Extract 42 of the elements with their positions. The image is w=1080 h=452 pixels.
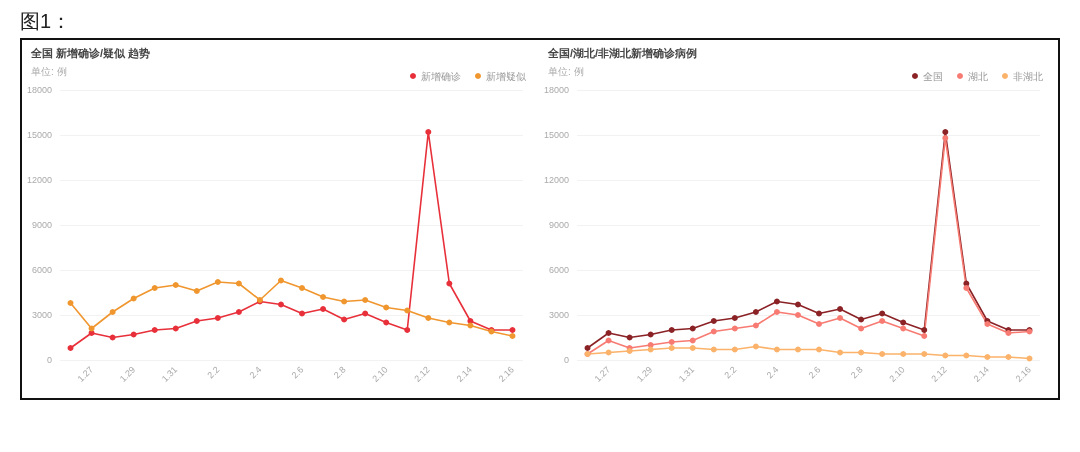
y-tick-label: 0 — [563, 355, 569, 365]
y-tick-label: 18000 — [543, 85, 569, 95]
x-tick-label: 2.16 — [496, 364, 517, 384]
y-tick-label: 18000 — [26, 85, 52, 95]
legend-label: 新增确诊 — [421, 70, 461, 82]
chart-title: 全国 新增确诊/疑似 趋势 — [30, 46, 151, 59]
y-tick-label: 6000 — [31, 265, 52, 275]
legend-label: 非湖北 — [1013, 70, 1043, 82]
chart-subtitle: 单位: 例 — [548, 65, 584, 77]
y-tick-label: 3000 — [31, 310, 52, 320]
y-tick-label: 15000 — [543, 130, 569, 140]
x-tick-label: 2.2 — [722, 364, 739, 381]
y-tick-label: 12000 — [543, 175, 569, 185]
y-tick-label: 6000 — [548, 265, 569, 275]
caption: 图1： — [20, 9, 73, 34]
x-tick-label: 2.6 — [806, 364, 823, 381]
x-tick-label: 2.14 — [454, 364, 474, 384]
chart-title: 全国/湖北/非湖北新增确诊病例 — [547, 46, 698, 59]
x-tick-label: 2.16 — [1013, 364, 1034, 384]
x-tick-label: 1.29 — [634, 364, 655, 384]
x-tick-label: 2.2 — [205, 364, 222, 381]
x-tick-label: 1.31 — [159, 364, 180, 384]
y-tick-label: 15000 — [26, 130, 52, 140]
y-tick-label: 12000 — [26, 175, 52, 185]
y-tick-label: 9000 — [548, 220, 569, 230]
x-tick-label: 2.8 — [331, 364, 348, 381]
legend-label: 新增疑似 — [486, 70, 526, 82]
x-tick-label: 1.31 — [676, 364, 697, 384]
x-tick-label: 2.4 — [247, 364, 264, 381]
chart-subtitle: 单位: 例 — [31, 65, 67, 77]
x-tick-label: 2.14 — [971, 364, 991, 384]
y-tick-label: 0 — [46, 355, 52, 365]
x-tick-label: 2.10 — [887, 364, 907, 384]
x-tick-label: 2.6 — [289, 364, 306, 381]
y-tick-label: 9000 — [31, 220, 52, 230]
y-tick-label: 3000 — [548, 310, 569, 320]
legend-label: 全国 — [923, 70, 943, 82]
x-tick-label: 1.29 — [117, 364, 138, 384]
x-tick-label: 2.4 — [764, 364, 781, 381]
x-tick-label: 2.10 — [370, 364, 390, 384]
x-tick-label: 2.8 — [848, 364, 865, 381]
legend-label: 湖北 — [968, 70, 988, 82]
